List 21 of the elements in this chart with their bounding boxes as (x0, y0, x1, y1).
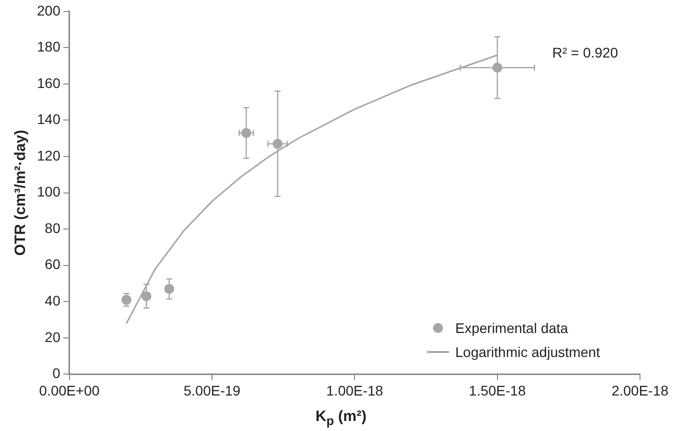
x-tick-label: 2.00E-18 (612, 382, 669, 398)
y-tick-label: 120 (37, 147, 61, 164)
x-axis-title: K$_{p}$ (m²) (314, 408, 368, 428)
y-tick-label: 140 (37, 111, 61, 128)
y-tick-label: 0 (52, 365, 61, 382)
y-tick-label: 60 (44, 256, 61, 272)
x-tick-label: 1.50E-18 (468, 382, 526, 398)
y-tick-label: 200 (37, 2, 61, 18)
y-tick-label: 20 (44, 328, 61, 345)
x-tick-label: 5.00E-19 (184, 382, 241, 398)
annotation: R² = 0.920 (552, 44, 618, 60)
y-tick-label: 180 (37, 38, 61, 55)
y-tick-label: 100 (37, 184, 61, 200)
legend-label: Logarithmic adjustment (455, 344, 600, 360)
legend-label: Experimental data (455, 320, 568, 336)
y-axis-title: OTR (cm³/m²·day) (12, 130, 30, 256)
x-tick-label: 1.00E-18 (326, 382, 384, 398)
y-tick-label: 40 (44, 292, 61, 308)
y-tick-label: 80 (44, 220, 61, 236)
x-tick-label: 0.00E+00 (39, 382, 100, 398)
y-tick-label: 160 (37, 74, 61, 91)
